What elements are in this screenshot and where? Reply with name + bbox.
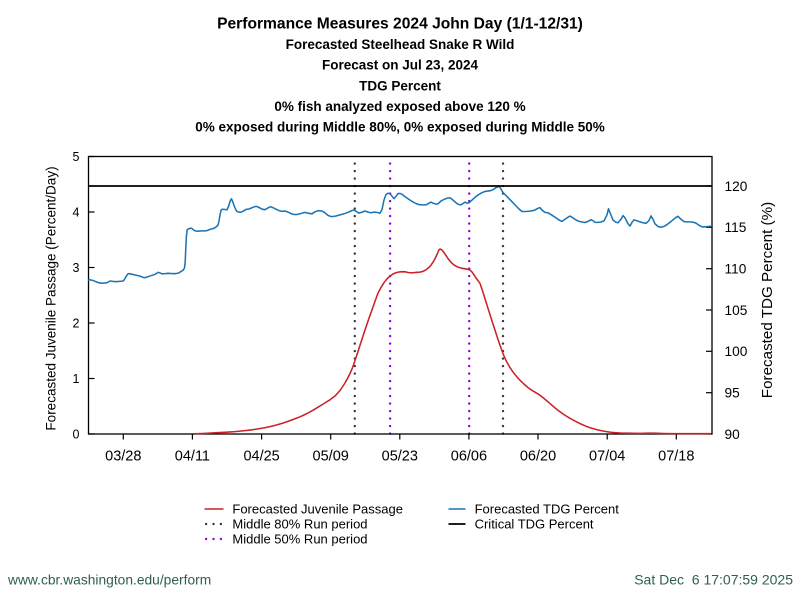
svg-text:Forecasted TDG Percent: Forecasted TDG Percent [475,502,620,517]
svg-text:Middle 80% Run period: Middle 80% Run period [232,517,367,532]
svg-text:95: 95 [725,386,741,401]
svg-text:3: 3 [73,261,80,275]
svg-text:0: 0 [73,427,80,441]
svg-text:06/20: 06/20 [520,449,556,465]
svg-text:TDG Percent: TDG Percent [359,78,441,93]
svg-text:115: 115 [725,220,747,235]
svg-text:Forecasted TDG Percent (%): Forecasted TDG Percent (%) [759,202,776,398]
svg-text:100: 100 [725,344,748,359]
svg-text:03/28: 03/28 [105,449,141,465]
svg-text:1: 1 [73,372,80,386]
svg-text:Sat Dec 6 17:07:59 2025: Sat Dec 6 17:07:59 2025 [634,572,793,588]
svg-text:4: 4 [73,205,80,219]
svg-text:05/09: 05/09 [313,449,349,465]
svg-text:05/23: 05/23 [382,449,418,465]
svg-text:06/06: 06/06 [451,449,487,465]
svg-text:Middle 50% Run period: Middle 50% Run period [232,532,367,547]
svg-text:0% exposed during Middle 80%,: 0% exposed during Middle 80%, 0% exposed… [195,120,605,135]
svg-text:Performance Measures 2024 John: Performance Measures 2024 John Day (1/1-… [217,15,583,32]
svg-text:105: 105 [725,303,748,318]
svg-text:0% fish analyzed exposed above: 0% fish analyzed exposed above 120 % [274,99,525,114]
svg-text:07/18: 07/18 [658,449,694,465]
svg-text:2: 2 [73,316,80,330]
svg-text:07/04: 07/04 [589,449,625,465]
svg-text:www.cbr.washington.edu/perform: www.cbr.washington.edu/perform [7,573,211,588]
svg-text:Critical TDG Percent: Critical TDG Percent [475,517,594,532]
svg-text:Forecasted Juvenile Passage: Forecasted Juvenile Passage [232,502,403,517]
svg-text:5: 5 [73,150,80,164]
svg-text:120: 120 [725,179,748,194]
svg-text:90: 90 [725,427,741,442]
svg-text:110: 110 [725,262,747,277]
svg-text:Forecast on Jul 23, 2024: Forecast on Jul 23, 2024 [322,58,479,73]
svg-text:Forecasted Juvenile Passage (P: Forecasted Juvenile Passage (Percent/Day… [44,166,59,430]
svg-text:04/11: 04/11 [175,449,210,465]
svg-text:Forecasted Steelhead Snake R W: Forecasted Steelhead Snake R Wild [286,37,515,52]
svg-text:04/25: 04/25 [243,449,279,465]
